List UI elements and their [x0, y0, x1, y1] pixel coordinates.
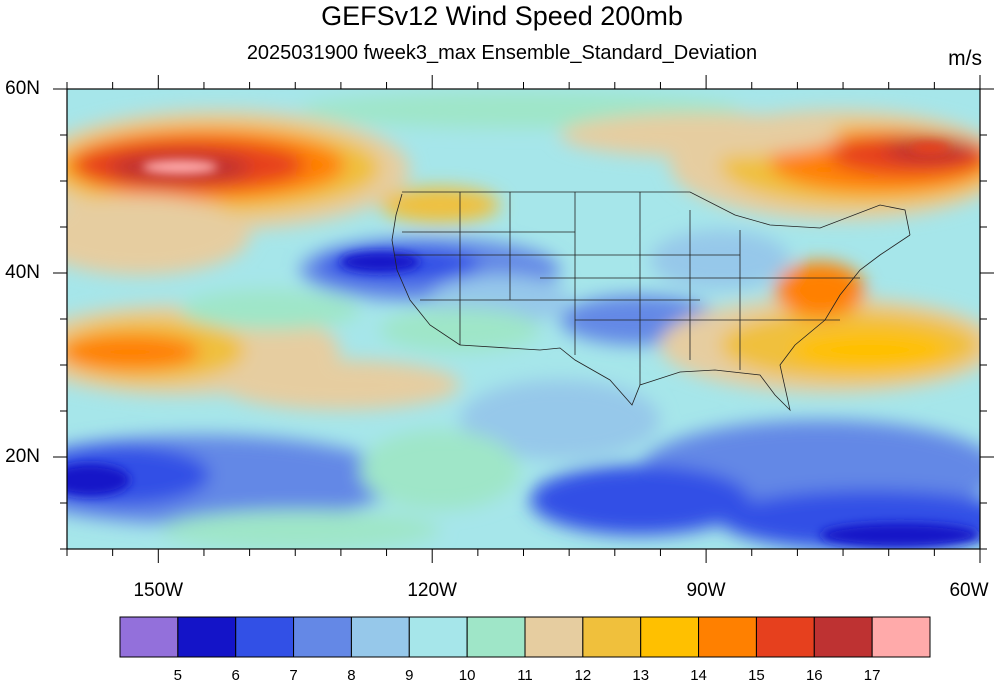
colorbar-swatch — [582, 616, 642, 658]
colorbar-swatch — [408, 616, 468, 658]
lon-tick-label: 150W — [133, 580, 184, 601]
lon-tick-label: 90W — [686, 580, 726, 601]
colorbar-label: 7 — [289, 667, 298, 684]
colorbar-label: 8 — [347, 667, 356, 684]
chart-title: GEFSv12 Wind Speed 200mb — [321, 1, 683, 31]
colorbar-swatch — [350, 616, 410, 658]
colorbar-swatch — [698, 616, 757, 658]
chart-subtitle: 2025031900 fweek3_max Ensemble_Standard_… — [246, 42, 758, 64]
us-east-coast — [459, 234, 911, 412]
axis-ticks — [53, 75, 994, 563]
lon-tick-label: 120W — [407, 580, 457, 601]
colorbar-swatch — [119, 616, 179, 658]
colorbar-swatch — [871, 616, 931, 658]
us-west-coast — [391, 193, 461, 346]
colorbar-swatch — [640, 616, 700, 658]
colorbar-swatch — [524, 616, 584, 658]
contour-fields-fine — [67, 142, 980, 547]
colorbar-swatch — [813, 616, 873, 658]
colorbar-swatch — [755, 616, 815, 658]
colorbar-label: 10 — [458, 667, 476, 684]
lat-tick-label: 20N — [5, 446, 40, 467]
colorbar-swatch — [293, 616, 352, 658]
state-lines — [395, 192, 860, 385]
colorbar-label: 17 — [863, 667, 881, 684]
colorbar-label: 12 — [574, 667, 592, 684]
us-canada-border — [402, 191, 911, 236]
lat-tick-label: 60N — [5, 78, 40, 99]
colorbar-label: 14 — [690, 667, 707, 684]
units-label: m/s — [948, 47, 982, 70]
colorbar-label: 11 — [517, 667, 533, 684]
colorbar-label: 5 — [173, 667, 183, 684]
colorbar-label: 13 — [632, 667, 650, 684]
lon-tick-label: 60W — [949, 580, 989, 601]
colorbar-swatch — [466, 616, 526, 658]
colorbar-swatch — [235, 616, 295, 658]
colorbar-label: 15 — [748, 667, 765, 684]
lat-tick-label: 40N — [5, 262, 40, 283]
colorbar-label: 9 — [405, 667, 414, 684]
colorbar-label: 16 — [805, 667, 823, 684]
colorbar-label: 6 — [231, 667, 240, 684]
colorbar-swatch — [177, 616, 237, 658]
boundaries — [391, 191, 911, 412]
